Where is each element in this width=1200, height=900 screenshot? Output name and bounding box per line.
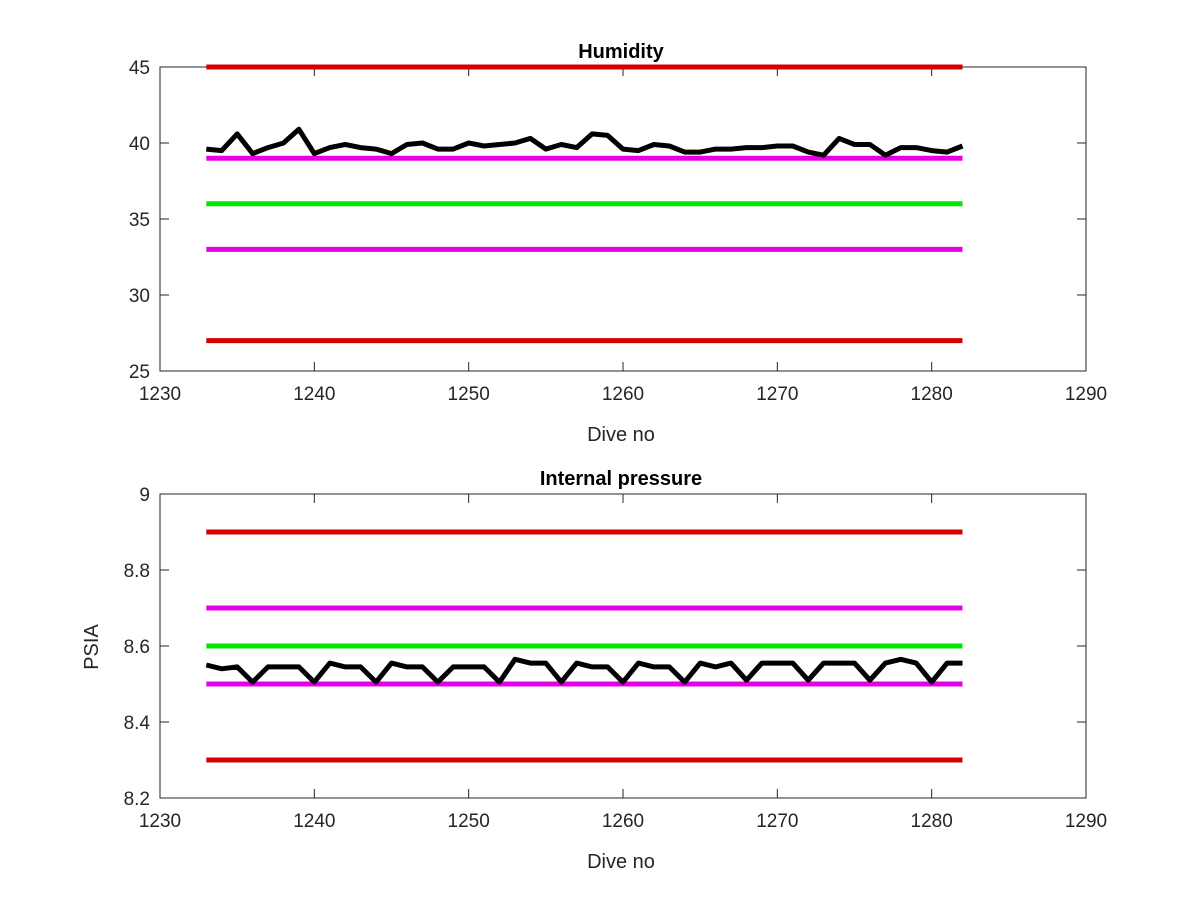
humidity-x-tick-label: 1290 <box>1065 384 1107 405</box>
internal-pressure-x-tick-label: 1280 <box>911 811 953 832</box>
internal-pressure-y-tick-label: 8.2 <box>124 789 150 810</box>
internal-pressure-chart-title: Internal pressure <box>540 468 702 490</box>
humidity-y-tick-label: 45 <box>129 58 150 79</box>
internal-pressure-x-axis-label: Dive no <box>587 851 655 873</box>
humidity-x-tick-label: 1240 <box>293 384 335 405</box>
internal-pressure-y-tick-label: 8.8 <box>124 561 150 582</box>
humidity-y-tick-label: 25 <box>129 362 150 383</box>
humidity-measured-series-line <box>206 126 964 158</box>
internal-pressure-x-tick-label: 1250 <box>448 811 490 832</box>
internal-pressure-x-tick-label: 1290 <box>1065 811 1107 832</box>
internal-pressure-x-tick-label: 1270 <box>756 811 798 832</box>
humidity-x-tick-label: 1280 <box>911 384 953 405</box>
humidity-x-tick-label: 1230 <box>139 384 181 405</box>
internal-pressure-x-tick-label: 1230 <box>139 811 181 832</box>
internal-pressure-y-tick-label: 8.6 <box>124 637 150 658</box>
humidity-x-tick-label: 1270 <box>756 384 798 405</box>
humidity-x-axis-label: Dive no <box>587 424 655 446</box>
internal-pressure-x-tick-label: 1260 <box>602 811 644 832</box>
internal-pressure-y-axis-label: PSIA <box>81 624 103 670</box>
internal-pressure-plot: Internal pressure Dive no PSIA 1230 1240 1… <box>81 468 1107 873</box>
humidity-y-tick-label: 35 <box>129 210 150 231</box>
internal-pressure-measured-series-line <box>205 656 963 685</box>
internal-pressure-y-tick-label: 9 <box>139 485 150 506</box>
humidity-y-tick-label: 40 <box>129 134 150 155</box>
humidity-plot: Humidity Dive no 1230 1240 1250 1260 1270 128… <box>129 41 1107 446</box>
humidity-y-tick-label: 30 <box>129 286 150 307</box>
internal-pressure-y-tick-label: 8.4 <box>124 713 151 734</box>
internal-pressure-x-tick-label: 1240 <box>293 811 335 832</box>
humidity-chart-title: Humidity <box>578 41 664 63</box>
humidity-x-tick-label: 1260 <box>602 384 644 405</box>
humidity-x-tick-label: 1250 <box>448 384 490 405</box>
humidity-axes-frame <box>159 66 1087 372</box>
